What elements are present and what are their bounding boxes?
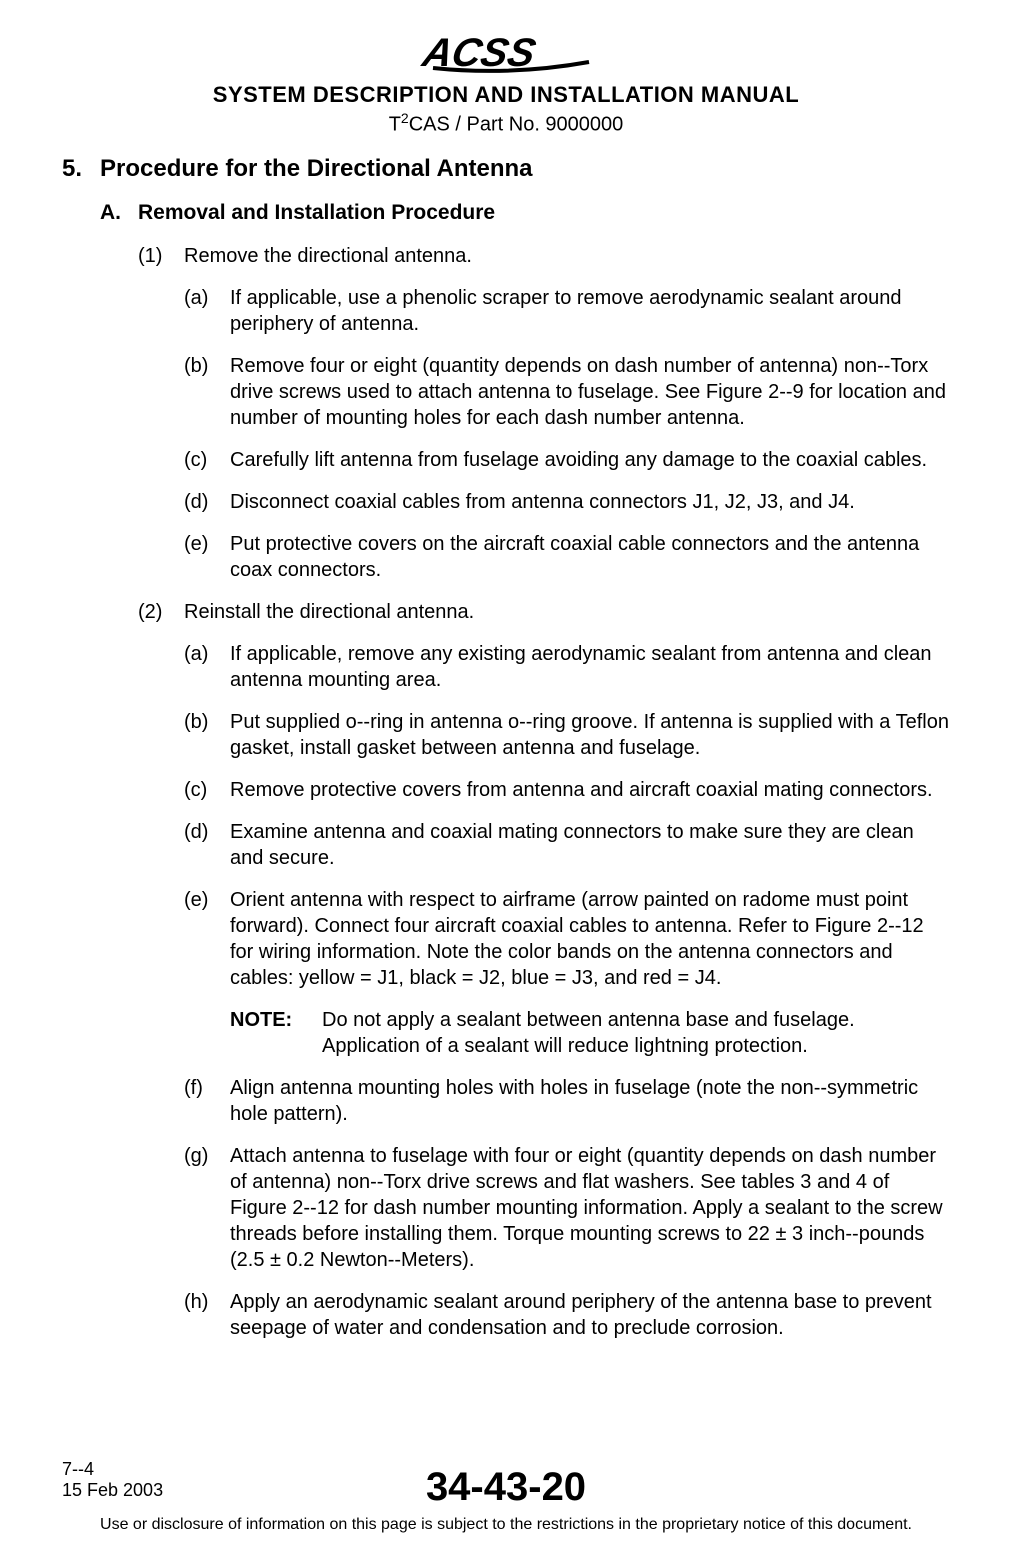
subsection-title: Removal and Installation Procedure: [138, 201, 495, 225]
substep-number: (h): [184, 1289, 230, 1341]
section-number: 5.: [62, 155, 100, 183]
substep: (e) Orient antenna with respect to airfr…: [184, 887, 950, 991]
section-heading: 5. Procedure for the Directional Antenna: [62, 155, 950, 183]
substep-text: Disconnect coaxial cables from antenna c…: [230, 489, 950, 515]
substep-text: Align antenna mounting holes with holes …: [230, 1075, 950, 1127]
sub-sup: 2: [401, 110, 409, 126]
section-title: Procedure for the Directional Antenna: [100, 155, 533, 183]
substep-number: (d): [184, 489, 230, 515]
page-footer: 7--4 15 Feb 2003 34-43-20 Use or disclos…: [62, 1465, 950, 1534]
substep: (g) Attach antenna to fuselage with four…: [184, 1143, 950, 1273]
acss-logo: ACSS: [411, 28, 601, 76]
substep-number: (e): [184, 531, 230, 583]
procedure-step-2: (2) Reinstall the directional antenna.: [138, 599, 950, 625]
substep-number: (a): [184, 285, 230, 337]
step-text: Remove the directional antenna.: [184, 243, 472, 269]
subsection-heading: A. Removal and Installation Procedure: [100, 201, 950, 225]
sub-prefix: T: [389, 114, 401, 136]
substep: (c) Carefully lift antenna from fuselage…: [184, 447, 950, 473]
substep-text: Attach antenna to fuselage with four or …: [230, 1143, 950, 1273]
substep: (e) Put protective covers on the aircraf…: [184, 531, 950, 583]
substep-text: If applicable, use a phenolic scraper to…: [230, 285, 950, 337]
substep-number: (a): [184, 641, 230, 693]
substep: (d) Disconnect coaxial cables from anten…: [184, 489, 950, 515]
substep-text: Put protective covers on the aircraft co…: [230, 531, 950, 583]
substep-text: Remove protective covers from antenna an…: [230, 777, 950, 803]
note-block: NOTE: Do not apply a sealant between ant…: [230, 1007, 950, 1059]
manual-subtitle: T2CAS / Part No. 9000000: [62, 110, 950, 137]
footer-date: 15 Feb 2003: [62, 1480, 163, 1502]
substep-number: (b): [184, 709, 230, 761]
substep-number: (c): [184, 447, 230, 473]
document-header: ACSS SYSTEM DESCRIPTION AND INSTALLATION…: [62, 28, 950, 137]
step-number: (1): [138, 243, 184, 269]
substep-text: Examine antenna and coaxial mating conne…: [230, 819, 950, 871]
substep-number: (d): [184, 819, 230, 871]
substep-number: (b): [184, 353, 230, 431]
footer-page: 7--4: [62, 1459, 163, 1481]
note-label: NOTE:: [230, 1007, 322, 1059]
substep: (d) Examine antenna and coaxial mating c…: [184, 819, 950, 871]
substep: (b) Put supplied o--ring in antenna o--r…: [184, 709, 950, 761]
footer-disclaimer: Use or disclosure of information on this…: [62, 1516, 950, 1534]
substep-text: If applicable, remove any existing aerod…: [230, 641, 950, 693]
substep-number: (c): [184, 777, 230, 803]
note-text: Do not apply a sealant between antenna b…: [322, 1007, 950, 1059]
sub-rest: CAS / Part No. 9000000: [409, 114, 624, 136]
substep: (h) Apply an aerodynamic sealant around …: [184, 1289, 950, 1341]
step-text: Reinstall the directional antenna.: [184, 599, 474, 625]
subsection-number: A.: [100, 201, 138, 225]
substep-text: Put supplied o--ring in antenna o--ring …: [230, 709, 950, 761]
substep-number: (e): [184, 887, 230, 991]
substep-text: Orient antenna with respect to airframe …: [230, 887, 950, 991]
substep: (a) If applicable, remove any existing a…: [184, 641, 950, 693]
substep-text: Apply an aerodynamic sealant around peri…: [230, 1289, 950, 1341]
substep-text: Carefully lift antenna from fuselage avo…: [230, 447, 950, 473]
substep-text: Remove four or eight (quantity depends o…: [230, 353, 950, 431]
manual-title: SYSTEM DESCRIPTION AND INSTALLATION MANU…: [62, 82, 950, 108]
step-number: (2): [138, 599, 184, 625]
substep: (b) Remove four or eight (quantity depen…: [184, 353, 950, 431]
footer-doc-number: 34-43-20: [62, 1465, 950, 1510]
procedure-step-1: (1) Remove the directional antenna.: [138, 243, 950, 269]
footer-left: 7--4 15 Feb 2003: [62, 1459, 163, 1502]
substep-number: (f): [184, 1075, 230, 1127]
substep: (c) Remove protective covers from antenn…: [184, 777, 950, 803]
substep: (a) If applicable, use a phenolic scrape…: [184, 285, 950, 337]
substep: (f) Align antenna mounting holes with ho…: [184, 1075, 950, 1127]
substep-number: (g): [184, 1143, 230, 1273]
